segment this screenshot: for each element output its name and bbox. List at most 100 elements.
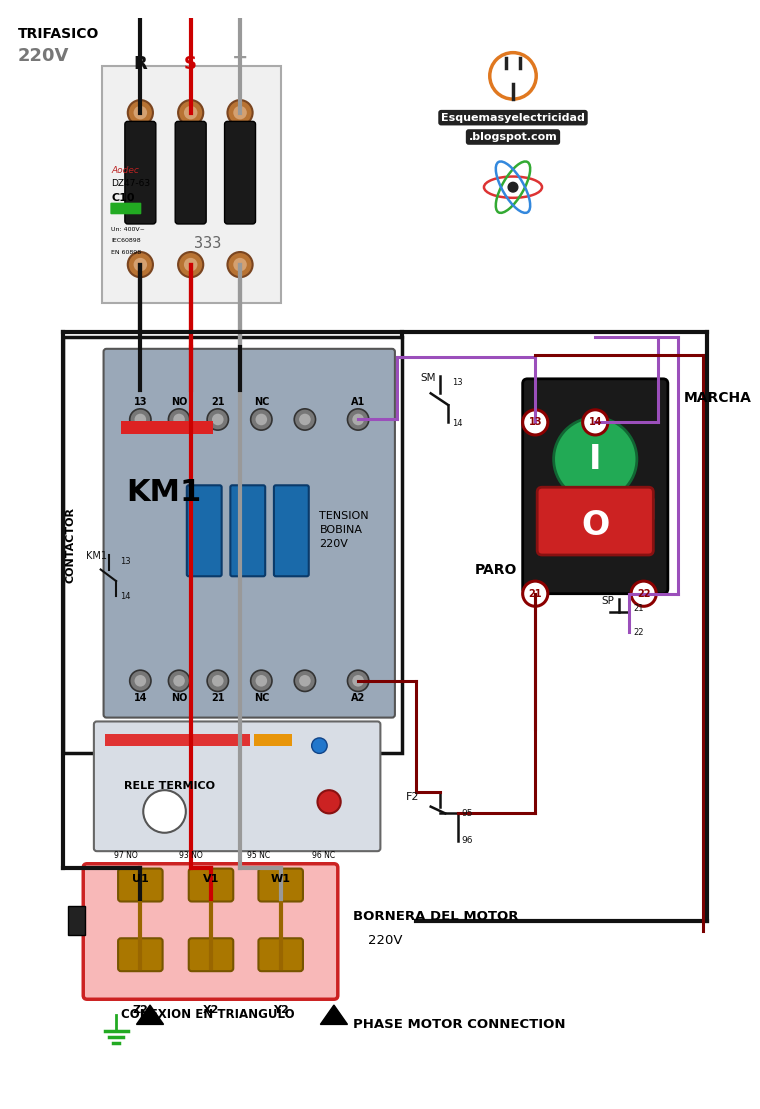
FancyBboxPatch shape — [118, 868, 163, 902]
Text: 14: 14 — [120, 592, 131, 601]
Circle shape — [353, 414, 364, 425]
Text: 13: 13 — [120, 557, 131, 566]
Text: 14: 14 — [452, 418, 463, 427]
Text: NC: NC — [254, 397, 269, 407]
Text: RELE TERMICO: RELE TERMICO — [124, 781, 215, 791]
Circle shape — [227, 100, 252, 125]
Bar — [68, 906, 85, 935]
Circle shape — [631, 581, 656, 607]
Text: 220V: 220V — [368, 934, 402, 947]
FancyBboxPatch shape — [176, 121, 206, 224]
Text: U1: U1 — [132, 874, 149, 884]
Text: MARCHA: MARCHA — [683, 391, 751, 405]
Circle shape — [227, 252, 252, 277]
Text: X2: X2 — [203, 1005, 219, 1015]
Text: PARO: PARO — [474, 562, 517, 577]
Bar — [121, 421, 213, 434]
Circle shape — [212, 675, 223, 686]
Text: CONEXION EN TRIANGULO: CONEXION EN TRIANGULO — [122, 1008, 295, 1021]
Circle shape — [299, 414, 311, 425]
Circle shape — [134, 257, 147, 272]
Text: 21: 21 — [211, 397, 224, 407]
Circle shape — [508, 182, 518, 192]
Text: R: R — [134, 54, 147, 72]
Circle shape — [207, 670, 229, 691]
Circle shape — [130, 670, 151, 691]
Circle shape — [135, 414, 146, 425]
FancyBboxPatch shape — [110, 203, 141, 214]
FancyBboxPatch shape — [188, 938, 233, 971]
Text: 333: 333 — [194, 235, 221, 251]
Circle shape — [169, 670, 190, 691]
Circle shape — [299, 675, 311, 686]
Text: EN 60898: EN 60898 — [111, 251, 141, 255]
FancyBboxPatch shape — [537, 487, 654, 554]
Bar — [63, 337, 402, 753]
Circle shape — [128, 100, 153, 125]
Circle shape — [523, 581, 548, 607]
Text: W1: W1 — [271, 874, 290, 884]
Text: NO: NO — [171, 693, 187, 703]
FancyBboxPatch shape — [103, 349, 395, 718]
Text: TRIFASICO: TRIFASICO — [17, 28, 99, 41]
Circle shape — [130, 409, 151, 430]
Circle shape — [233, 105, 247, 120]
Text: 13: 13 — [452, 378, 463, 387]
Text: 22: 22 — [637, 589, 651, 599]
FancyBboxPatch shape — [84, 864, 337, 999]
FancyBboxPatch shape — [188, 868, 233, 902]
Circle shape — [178, 100, 203, 125]
Text: 96 NC: 96 NC — [312, 852, 335, 861]
Text: S: S — [184, 54, 197, 72]
FancyBboxPatch shape — [258, 868, 303, 902]
Circle shape — [294, 670, 315, 691]
Circle shape — [135, 675, 146, 686]
Text: A1: A1 — [351, 397, 366, 407]
Text: IEC60898: IEC60898 — [111, 238, 141, 244]
Circle shape — [178, 252, 203, 277]
Text: 13: 13 — [528, 417, 542, 427]
Text: 95: 95 — [461, 808, 473, 818]
Text: 95 NC: 95 NC — [247, 852, 270, 861]
Text: Esquemasyelectricidad: Esquemasyelectricidad — [441, 113, 585, 123]
Circle shape — [233, 257, 247, 272]
Text: 220V: 220V — [17, 47, 69, 64]
Circle shape — [143, 791, 186, 833]
Circle shape — [255, 675, 268, 686]
Text: 13: 13 — [134, 397, 147, 407]
FancyBboxPatch shape — [258, 938, 303, 971]
Circle shape — [173, 675, 185, 686]
Text: .blogspot.com: .blogspot.com — [469, 132, 557, 142]
Circle shape — [583, 410, 608, 435]
FancyBboxPatch shape — [118, 938, 163, 971]
Text: C10: C10 — [111, 193, 135, 203]
Text: KM1: KM1 — [87, 551, 107, 561]
Circle shape — [251, 409, 272, 430]
Circle shape — [207, 409, 229, 430]
Text: 21: 21 — [633, 604, 644, 613]
Text: 22: 22 — [633, 628, 644, 637]
Bar — [254, 734, 293, 745]
FancyBboxPatch shape — [523, 379, 668, 593]
Text: NO: NO — [171, 397, 187, 407]
Text: 97 NO: 97 NO — [114, 852, 138, 861]
Circle shape — [251, 670, 272, 691]
Bar — [537, 498, 654, 519]
Text: SM: SM — [420, 373, 435, 383]
Circle shape — [553, 418, 637, 501]
Circle shape — [312, 737, 327, 753]
Circle shape — [212, 414, 223, 425]
Circle shape — [294, 409, 315, 430]
Text: 93 NO: 93 NO — [179, 852, 203, 861]
Circle shape — [347, 670, 369, 691]
Text: Aodec: Aodec — [111, 166, 139, 175]
FancyBboxPatch shape — [224, 121, 255, 224]
Text: PHASE MOTOR CONNECTION: PHASE MOTOR CONNECTION — [353, 1018, 565, 1031]
Circle shape — [353, 675, 364, 686]
Circle shape — [128, 252, 153, 277]
Text: 21: 21 — [211, 693, 224, 703]
Text: SP: SP — [602, 596, 615, 606]
Text: Z2: Z2 — [132, 1005, 148, 1015]
Text: V1: V1 — [203, 874, 219, 884]
Circle shape — [173, 414, 185, 425]
